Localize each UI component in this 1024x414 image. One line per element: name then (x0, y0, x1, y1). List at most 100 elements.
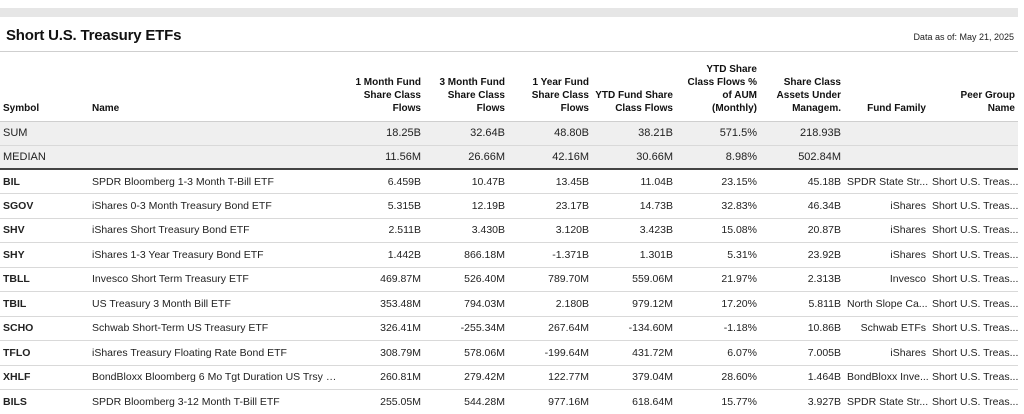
peer-group-cell: Short U.S. Treas... (929, 316, 1018, 341)
peer-group-cell: Short U.S. Treas... (929, 218, 1018, 243)
summary-assets-under-management: 218.93B (760, 121, 844, 146)
one-month-flows-cell: 260.81M (340, 365, 424, 390)
peer-group-cell: Short U.S. Treas... (929, 267, 1018, 292)
one-year-flows-cell: 2.180B (508, 291, 592, 317)
fund-family-cell: Invesco (844, 267, 929, 292)
summary-peer-group-cell (929, 145, 1018, 170)
assets-under-management-cell: 3.927B (760, 389, 844, 414)
column-header-name[interactable]: Name (89, 52, 340, 122)
three-month-flows-cell: 526.40M (424, 267, 508, 292)
name-cell: iShares Treasury Floating Rate Bond ETF (89, 340, 340, 366)
summary-family-cell (844, 145, 929, 170)
summary-one-year-flows: 42.16M (508, 145, 592, 170)
fund-family-cell: BondBloxx Inve... (844, 365, 929, 390)
one-year-flows-cell: 3.120B (508, 218, 592, 243)
one-year-flows-cell: 789.70M (508, 267, 592, 292)
ytd-flows-cell: 431.72M (592, 340, 676, 366)
ytd-flows-pct-aum-cell: 28.60% (676, 365, 760, 390)
fund-family-cell: iShares (844, 340, 929, 366)
summary-ytd-flows: 30.66M (592, 145, 676, 170)
assets-under-management-cell: 10.86B (760, 316, 844, 341)
three-month-flows-cell: -255.34M (424, 316, 508, 341)
column-header-peer-group[interactable]: Peer Group Name (929, 52, 1018, 122)
assets-under-management-cell: 5.811B (760, 291, 844, 317)
peer-group-cell: Short U.S. Treas... (929, 291, 1018, 317)
top-bar (0, 8, 1018, 17)
column-header-symbol[interactable]: Symbol (0, 52, 89, 122)
column-header-3-month-flows[interactable]: 3 Month Fund Share Class Flows (424, 52, 508, 122)
ytd-flows-pct-aum-cell: 17.20% (676, 291, 760, 317)
ytd-flows-pct-aum-cell: -1.18% (676, 316, 760, 341)
symbol-cell: SHV (0, 218, 89, 243)
one-year-flows-cell: -199.64M (508, 340, 592, 366)
one-month-flows-cell: 353.48M (340, 291, 424, 317)
ytd-flows-pct-aum-cell: 21.97% (676, 267, 760, 292)
one-month-flows-cell: 1.442B (340, 242, 424, 268)
fund-family-cell: SPDR State Str... (844, 389, 929, 414)
symbol-cell: BILS (0, 389, 89, 414)
column-header-ytd-flows[interactable]: YTD Fund Share Class Flows (592, 52, 676, 122)
table-row[interactable]: TBIL US Treasury 3 Month Bill ETF 353.48M 7… (0, 291, 1018, 317)
column-header-assets-under-management[interactable]: Share Class Assets Under Managem. (760, 52, 844, 122)
title-divider (0, 51, 1018, 52)
one-year-flows-cell: -1.371B (508, 242, 592, 268)
symbol-cell: BIL (0, 169, 89, 194)
summary-row-median: MEDIAN 11.56M 26.66M 42.16M 30.66M 8.98% 502.8… (0, 145, 1018, 170)
summary-ytd-flows-pct-aum: 8.98% (676, 145, 760, 170)
assets-under-management-cell: 46.34B (760, 193, 844, 219)
column-header-fund-family[interactable]: Fund Family (844, 52, 929, 122)
table-row[interactable]: BILS SPDR Bloomberg 3-12 Month T-Bill ETF… (0, 389, 1018, 414)
table-row[interactable]: SCHO Schwab Short-Term US Treasury ETF 326… (0, 316, 1018, 341)
ytd-flows-cell: 11.04B (592, 169, 676, 194)
summary-row-sum: SUM 18.25B 32.64B 48.80B 38.21B 571.5% 218.93B (0, 121, 1018, 146)
three-month-flows-cell: 866.18M (424, 242, 508, 268)
symbol-cell: SHY (0, 242, 89, 268)
assets-under-management-cell: 20.87B (760, 218, 844, 243)
symbol-cell: TBIL (0, 291, 89, 317)
symbol-cell: SGOV (0, 193, 89, 219)
data-as-of-label: Data as of: May 21, 2025 (913, 32, 1014, 42)
ytd-flows-pct-aum-cell: 6.07% (676, 340, 760, 366)
summary-assets-under-management: 502.84M (760, 145, 844, 170)
column-header-1-month-flows[interactable]: 1 Month Fund Share Class Flows (340, 52, 424, 122)
one-month-flows-cell: 2.511B (340, 218, 424, 243)
summary-ytd-flows: 38.21B (592, 121, 676, 146)
ytd-flows-cell: -134.60M (592, 316, 676, 341)
table-row[interactable]: SHY iShares 1-3 Year Treasury Bond ETF 1.4… (0, 242, 1018, 268)
one-month-flows-cell: 5.315B (340, 193, 424, 219)
table-row[interactable]: SGOV iShares 0-3 Month Treasury Bond ETF 5… (0, 193, 1018, 219)
table-row[interactable]: BIL SPDR Bloomberg 1-3 Month T-Bill ETF 6.… (0, 169, 1018, 194)
peer-group-cell: Short U.S. Treas... (929, 169, 1018, 194)
peer-group-cell: Short U.S. Treas... (929, 193, 1018, 219)
name-cell: BondBloxx Bloomberg 6 Mo Tgt Duration US… (89, 365, 340, 390)
page-title: Short U.S. Treasury ETFs (6, 27, 182, 44)
three-month-flows-cell: 794.03M (424, 291, 508, 317)
name-cell: iShares 1-3 Year Treasury Bond ETF (89, 242, 340, 268)
summary-label: SUM (0, 121, 89, 146)
ytd-flows-cell: 379.04M (592, 365, 676, 390)
name-cell: Invesco Short Term Treasury ETF (89, 267, 340, 292)
assets-under-management-cell: 2.313B (760, 267, 844, 292)
ytd-flows-pct-aum-cell: 32.83% (676, 193, 760, 219)
one-month-flows-cell: 6.459B (340, 169, 424, 194)
table-row[interactable]: XHLF BondBloxx Bloomberg 6 Mo Tgt Duratio… (0, 365, 1018, 390)
ytd-flows-pct-aum-cell: 5.31% (676, 242, 760, 268)
summary-label: MEDIAN (0, 145, 89, 170)
table-row[interactable]: TFLO iShares Treasury Floating Rate Bond … (0, 340, 1018, 366)
three-month-flows-cell: 3.430B (424, 218, 508, 243)
fund-family-cell: SPDR State Str... (844, 169, 929, 194)
three-month-flows-cell: 12.19B (424, 193, 508, 219)
peer-group-cell: Short U.S. Treas... (929, 242, 1018, 268)
ytd-flows-pct-aum-cell: 15.08% (676, 218, 760, 243)
one-month-flows-cell: 469.87M (340, 267, 424, 292)
summary-ytd-flows-pct-aum: 571.5% (676, 121, 760, 146)
table-row[interactable]: SHV iShares Short Treasury Bond ETF 2.511B… (0, 218, 1018, 243)
name-cell: SPDR Bloomberg 1-3 Month T-Bill ETF (89, 169, 340, 194)
column-header-ytd-flows-pct-aum[interactable]: YTD Share Class Flows % of AUM (Monthly) (676, 52, 760, 122)
one-year-flows-cell: 267.64M (508, 316, 592, 341)
table-row[interactable]: TBLL Invesco Short Term Treasury ETF 469.8… (0, 267, 1018, 292)
fund-family-cell: iShares (844, 218, 929, 243)
symbol-cell: TFLO (0, 340, 89, 366)
fund-family-cell: iShares (844, 193, 929, 219)
column-header-1-year-flows[interactable]: 1 Year Fund Share Class Flows (508, 52, 592, 122)
